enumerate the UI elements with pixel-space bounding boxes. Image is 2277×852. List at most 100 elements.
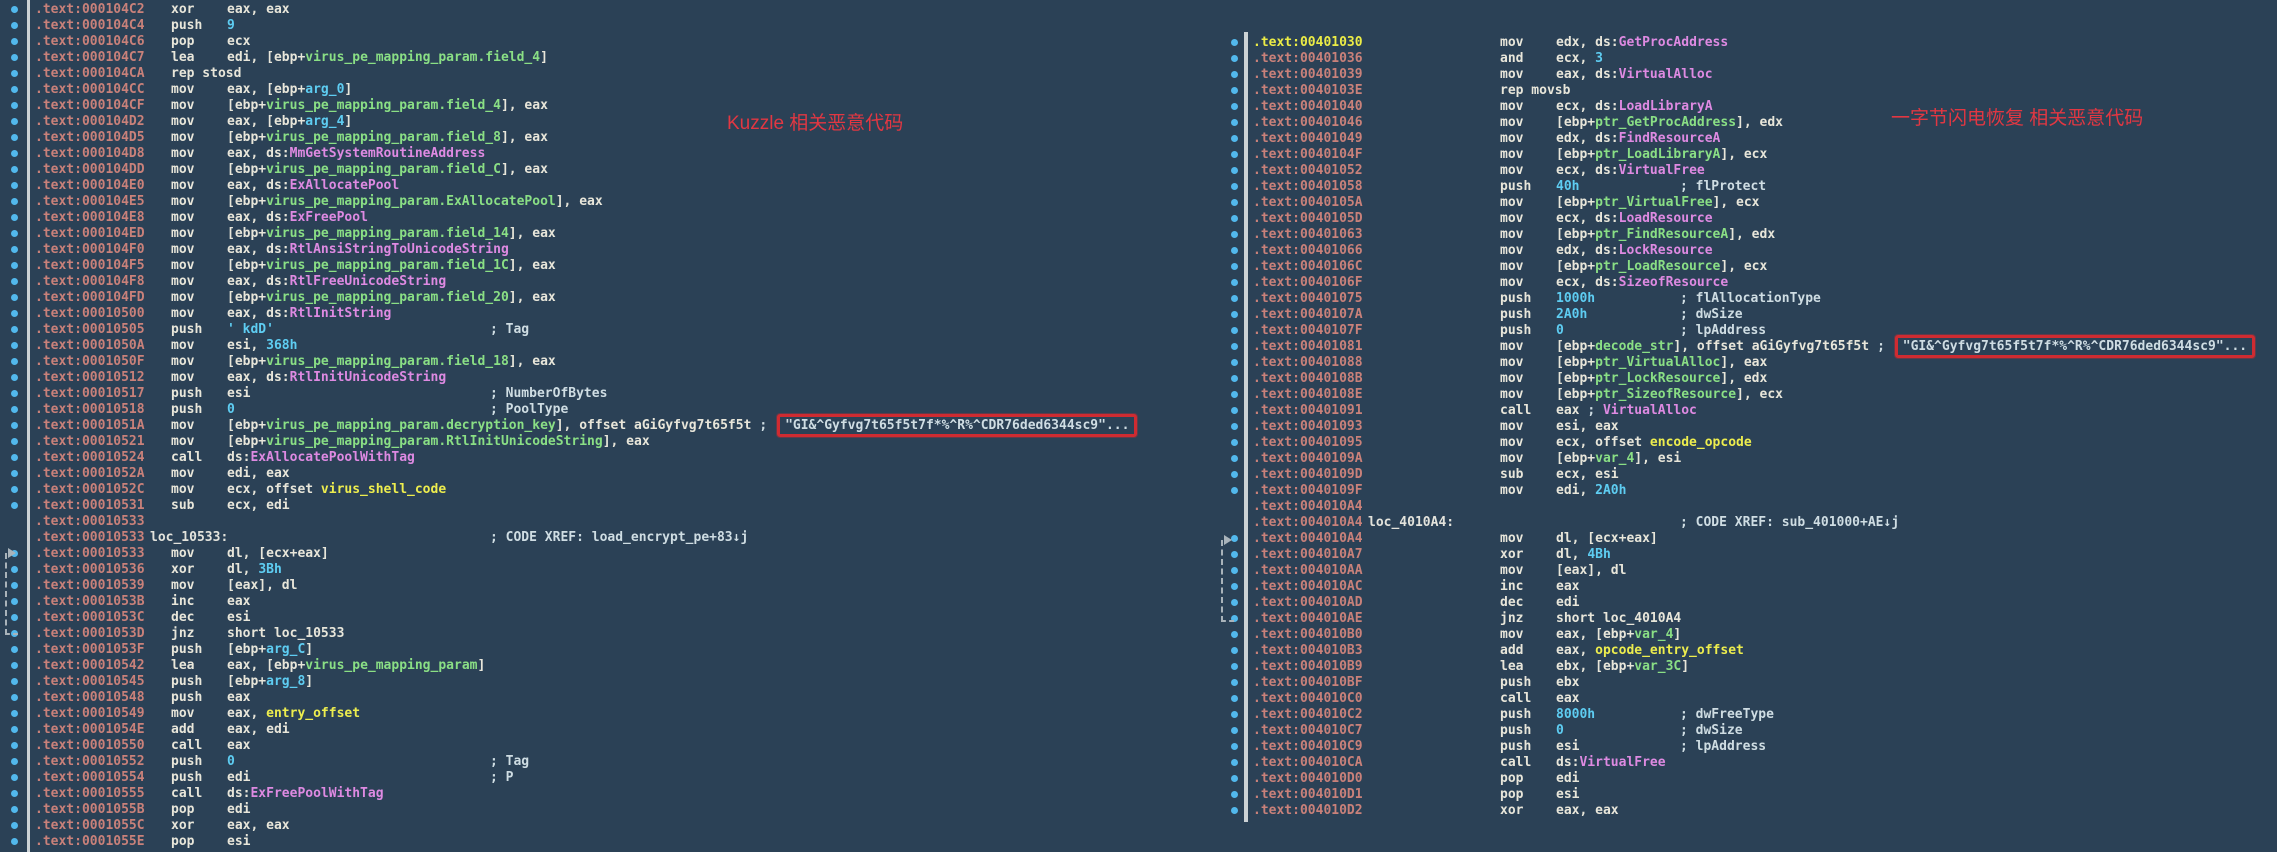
line-marker-dot[interactable] (1231, 535, 1238, 542)
asm-row[interactable]: .text:004010A7 xor dl, 4Bh (1216, 547, 2277, 563)
line-marker-dot[interactable] (1231, 151, 1238, 158)
line-marker-dot[interactable] (1231, 215, 1238, 222)
line-marker-dot[interactable] (11, 806, 18, 813)
line-marker-dot[interactable] (1231, 167, 1238, 174)
disassembly-panel-left[interactable]: .text:000104C2 xor eax, eax .text:000104C4 p… (0, 0, 1216, 852)
line-marker-dot[interactable] (11, 838, 18, 845)
asm-row[interactable]: .text:00401046 mov [ebp+ptr_GetProcAddress… (1216, 115, 2277, 131)
line-marker-dot[interactable] (11, 454, 18, 461)
asm-row[interactable]: .text:000104CA rep stosd (0, 66, 1216, 82)
asm-row[interactable]: .text:00401093 mov esi, eax (1216, 419, 2277, 435)
line-marker-dot[interactable] (1231, 663, 1238, 670)
asm-row[interactable]: .text:000104C6 pop ecx (0, 34, 1216, 50)
line-marker-dot[interactable] (11, 726, 18, 733)
line-marker-dot[interactable] (11, 422, 18, 429)
asm-row[interactable]: .text:004010BF push ebx (1216, 675, 2277, 691)
asm-row[interactable]: .text:000104F8 mov eax, ds:RtlFreeUnicodeS… (0, 274, 1216, 290)
line-marker-dot[interactable] (11, 118, 18, 125)
asm-row[interactable]: .text:004010B0 mov eax, [ebp+var_4] (1216, 627, 2277, 643)
line-marker-dot[interactable] (11, 86, 18, 93)
asm-row[interactable]: .text:000104F5 mov [ebp+virus_pe_mapping_p… (0, 258, 1216, 274)
line-marker-dot[interactable] (1231, 279, 1238, 286)
asm-row[interactable]: .text:0001054E add eax, edi (0, 722, 1216, 738)
asm-row[interactable]: .text:00401039 mov eax, ds:VirtualAlloc (1216, 67, 2277, 83)
asm-row[interactable]: .text:0040103E rep movsb (1216, 83, 2277, 99)
asm-row[interactable]: .text:000104FD mov [ebp+virus_pe_mapping_p… (0, 290, 1216, 306)
line-marker-dot[interactable] (11, 486, 18, 493)
asm-row[interactable]: .text:004010AD dec edi (1216, 595, 2277, 611)
asm-row[interactable]: .text:0040105A mov [ebp+ptr_VirtualFree], … (1216, 195, 2277, 211)
asm-row[interactable]: .text:00401036 and ecx, 3 (1216, 51, 2277, 67)
line-marker-dot[interactable] (11, 358, 18, 365)
line-marker-dot[interactable] (11, 166, 18, 173)
asm-row[interactable]: .text:004010C0 call eax (1216, 691, 2277, 707)
line-marker-dot[interactable] (11, 470, 18, 477)
line-marker-dot[interactable] (1231, 567, 1238, 574)
asm-row[interactable]: .text:004010C7 push 0 ; dwSize (1216, 723, 2277, 739)
line-marker-dot[interactable] (1231, 359, 1238, 366)
line-marker-dot[interactable] (1231, 375, 1238, 382)
asm-row[interactable]: .text:004010CA call ds:VirtualFree (1216, 755, 2277, 771)
asm-row[interactable]: .text:000104D2 mov eax, [ebp+arg_4] (0, 114, 1216, 130)
asm-row[interactable]: .text:0001053D jnz short loc_10533 (0, 626, 1216, 642)
asm-row[interactable]: .text:00401030 mov edx, ds:GetProcAddress (1216, 35, 2277, 51)
line-marker-dot[interactable] (11, 310, 18, 317)
line-marker-dot[interactable] (1231, 327, 1238, 334)
line-marker-dot[interactable] (1231, 39, 1238, 46)
line-marker-dot[interactable] (11, 678, 18, 685)
line-marker-dot[interactable] (11, 150, 18, 157)
asm-row[interactable]: .text:000104F0 mov eax, ds:RtlAnsiStringTo… (0, 242, 1216, 258)
line-marker-dot[interactable] (1231, 599, 1238, 606)
line-marker-dot[interactable] (1231, 487, 1238, 494)
line-marker-dot[interactable] (1231, 295, 1238, 302)
asm-row[interactable]: .text:004010A4 (1216, 499, 2277, 515)
line-marker-dot[interactable] (11, 70, 18, 77)
line-marker-dot[interactable] (11, 230, 18, 237)
asm-row[interactable]: .text:0001053C dec esi (0, 610, 1216, 626)
asm-row[interactable]: .text:0040107F push 0 ; lpAddress (1216, 323, 2277, 339)
asm-row[interactable]: .text:00401052 mov ecx, ds:VirtualFree (1216, 163, 2277, 179)
line-marker-dot[interactable] (1231, 695, 1238, 702)
line-marker-dot[interactable] (11, 582, 18, 589)
line-marker-dot[interactable] (1231, 263, 1238, 270)
asm-row[interactable]: .text:0040108E mov [ebp+ptr_SizeofResource… (1216, 387, 2277, 403)
asm-row[interactable]: .text:0040106F mov ecx, ds:SizeofResource (1216, 275, 2277, 291)
line-marker-dot[interactable] (1231, 343, 1238, 350)
line-marker-dot[interactable] (1231, 647, 1238, 654)
asm-row[interactable]: .text:0001052C mov ecx, offset virus_shell… (0, 482, 1216, 498)
line-marker-dot[interactable] (11, 438, 18, 445)
asm-row[interactable]: .text:00010555 call ds:ExFreePoolWithTag (0, 786, 1216, 802)
asm-row[interactable]: .text:00401088 mov [ebp+ptr_VirtualAlloc],… (1216, 355, 2277, 371)
line-marker-dot[interactable] (11, 214, 18, 221)
line-marker-dot[interactable] (1231, 583, 1238, 590)
line-marker-dot[interactable] (11, 598, 18, 605)
asm-row[interactable]: .text:0001050A mov esi, 368h (0, 338, 1216, 354)
asm-row[interactable]: .text:00010500 mov eax, ds:RtlInitString (0, 306, 1216, 322)
asm-row[interactable]: .text:000104E0 mov eax, ds:ExAllocatePool (0, 178, 1216, 194)
line-marker-dot[interactable] (11, 6, 18, 13)
asm-row[interactable]: .text:004010A4 loc_4010A4: ; CODE XREF: su… (1216, 515, 2277, 531)
line-marker-dot[interactable] (11, 198, 18, 205)
asm-row[interactable]: .text:0001055B pop edi (0, 802, 1216, 818)
line-marker-dot[interactable] (1231, 183, 1238, 190)
asm-row[interactable]: .text:0040106C mov [ebp+ptr_LoadResource],… (1216, 259, 2277, 275)
line-marker-dot[interactable] (1231, 743, 1238, 750)
line-marker-dot[interactable] (11, 566, 18, 573)
line-marker-dot[interactable] (1231, 423, 1238, 430)
asm-row[interactable]: .text:00010548 push eax (0, 690, 1216, 706)
line-marker-dot[interactable] (1231, 471, 1238, 478)
asm-row[interactable]: .text:000104CF mov [ebp+virus_pe_mapping_p… (0, 98, 1216, 114)
asm-row[interactable]: .text:0040109A mov [ebp+var_4], esi (1216, 451, 2277, 467)
asm-row[interactable]: .text:00010552 push 0 ; Tag (0, 754, 1216, 770)
line-marker-dot[interactable] (11, 662, 18, 669)
line-marker-dot[interactable] (1231, 615, 1238, 622)
asm-row[interactable]: .text:00010533 loc_10533: ; CODE XREF: loa… (0, 530, 1216, 546)
asm-row[interactable]: .text:004010AE jnz short loc_4010A4 (1216, 611, 2277, 627)
asm-row[interactable]: .text:0040104F mov [ebp+ptr_LoadLibraryA],… (1216, 147, 2277, 163)
asm-row[interactable]: .text:000104C7 lea edi, [ebp+virus_pe_mapp… (0, 50, 1216, 66)
asm-row[interactable]: .text:000104C2 xor eax, eax (0, 2, 1216, 18)
asm-row[interactable]: .text:0001050F mov [ebp+virus_pe_mapping_p… (0, 354, 1216, 370)
asm-row[interactable]: .text:00010550 call eax (0, 738, 1216, 754)
line-marker-dot[interactable] (11, 38, 18, 45)
line-marker-dot[interactable] (11, 646, 18, 653)
